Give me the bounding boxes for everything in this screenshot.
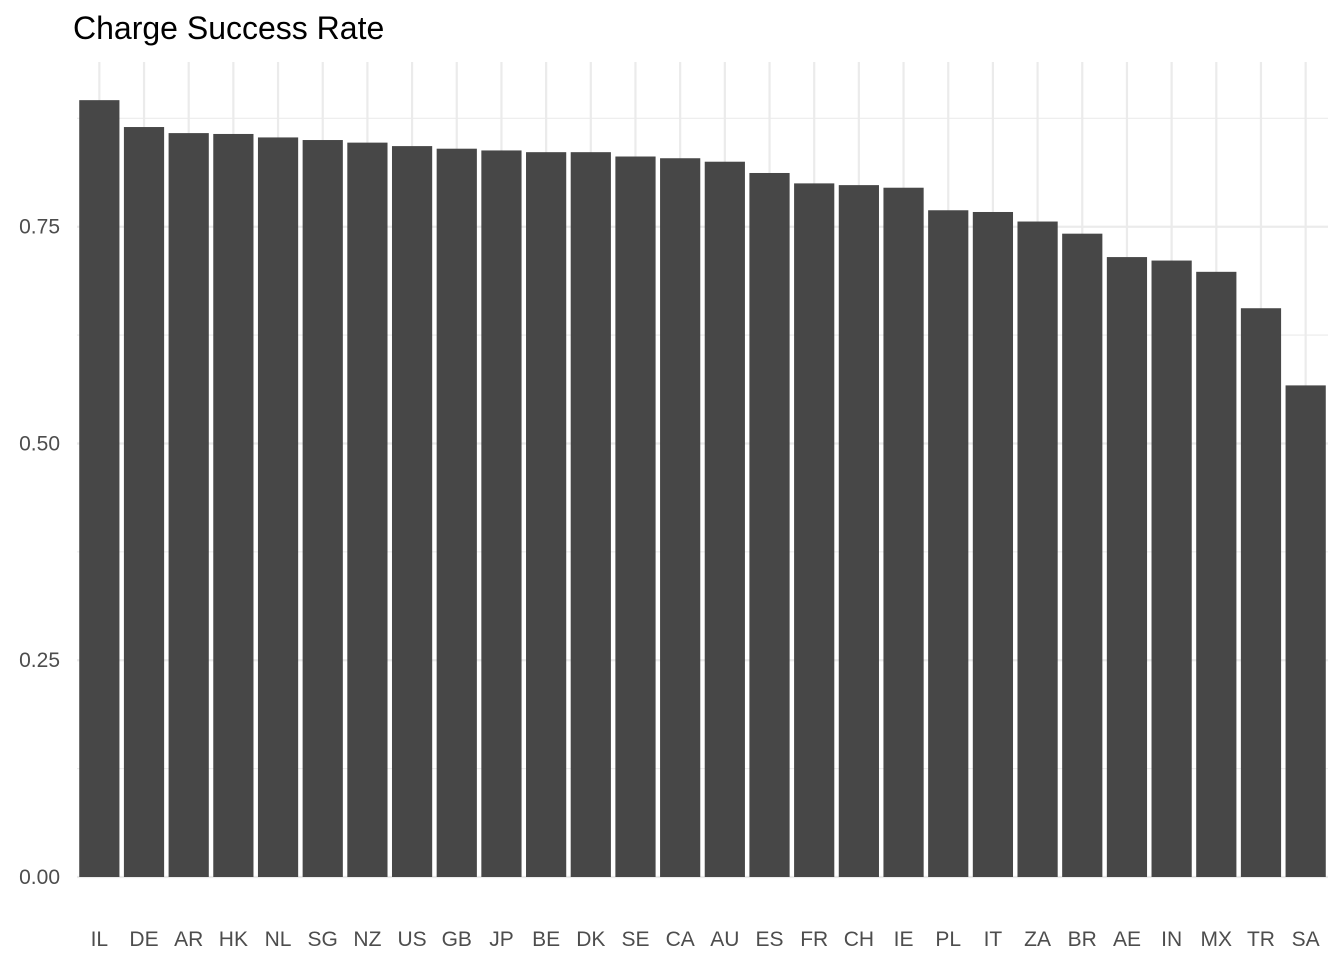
bar-au	[704, 161, 745, 877]
x-tick-label: HK	[219, 928, 248, 951]
x-tick-label: US	[397, 928, 426, 951]
x-axis-ticks: IL DE AR HK NL SG NZ US GB JP BE DK SE CA AU ES FR CH IE PL…	[91, 928, 1320, 951]
y-tick-label: 0.25	[19, 649, 60, 672]
x-tick-label: IL	[91, 928, 109, 951]
x-tick-label: JP	[489, 928, 514, 951]
bar-be	[526, 152, 567, 878]
bar-de	[123, 127, 165, 877]
x-tick-label: BE	[532, 928, 560, 951]
x-tick-label: DE	[129, 928, 158, 951]
x-tick-label: PL	[935, 928, 961, 951]
y-tick-label: 0.75	[19, 216, 60, 239]
bar-ch	[838, 185, 879, 877]
bar-pl	[928, 210, 969, 877]
bar-tr	[1240, 308, 1282, 878]
chart-title: Charge Success Rate	[73, 10, 384, 46]
bar-nl	[257, 137, 299, 877]
x-tick-label: NL	[265, 928, 292, 951]
x-tick-label: ZA	[1024, 928, 1051, 951]
x-tick-label: IN	[1161, 928, 1182, 951]
bar-br	[1062, 233, 1103, 878]
bar-ie	[883, 187, 924, 878]
bar-es	[749, 172, 790, 878]
x-tick-label: AU	[710, 928, 739, 951]
x-tick-label: AE	[1113, 928, 1141, 951]
x-tick-label: AR	[174, 928, 203, 951]
bar-ar	[168, 133, 209, 878]
x-tick-label: SA	[1292, 928, 1320, 951]
x-tick-label: GB	[442, 928, 472, 951]
bar-jp	[481, 150, 522, 877]
bar-nz	[347, 142, 388, 877]
x-tick-label: ES	[756, 928, 784, 951]
bar-il	[79, 100, 120, 877]
y-tick-label: 0.50	[19, 432, 60, 455]
x-tick-label: CH	[844, 928, 874, 951]
bar-za	[1017, 221, 1058, 877]
x-tick-label: CA	[666, 928, 695, 951]
bar-gb	[436, 148, 477, 877]
bar-ae	[1106, 257, 1148, 878]
bar-in	[1151, 260, 1192, 877]
x-tick-label: MX	[1201, 928, 1233, 951]
x-tick-label: NZ	[353, 928, 381, 951]
bars	[79, 100, 1326, 878]
x-tick-label: DK	[576, 928, 605, 951]
x-tick-label: TR	[1247, 928, 1275, 951]
bar-ca	[660, 158, 701, 878]
bar-sa	[1285, 385, 1326, 877]
bar-dk	[570, 152, 611, 878]
bar-us	[391, 146, 433, 878]
x-tick-label: SG	[308, 928, 338, 951]
bar-mx	[1196, 271, 1237, 877]
x-tick-label: IT	[984, 928, 1003, 951]
x-tick-label: IE	[894, 928, 914, 951]
x-tick-label: FR	[800, 928, 828, 951]
bar-se	[615, 156, 656, 877]
bar-it	[972, 211, 1014, 878]
x-tick-label: BR	[1068, 928, 1097, 951]
bar-hk	[213, 133, 254, 877]
bar-sg	[302, 140, 343, 877]
y-tick-label: 0.00	[19, 866, 60, 889]
y-axis-ticks: 0.00 0.25 0.50 0.75	[19, 216, 60, 889]
x-tick-label: SE	[621, 928, 649, 951]
bar-fr	[794, 183, 835, 877]
